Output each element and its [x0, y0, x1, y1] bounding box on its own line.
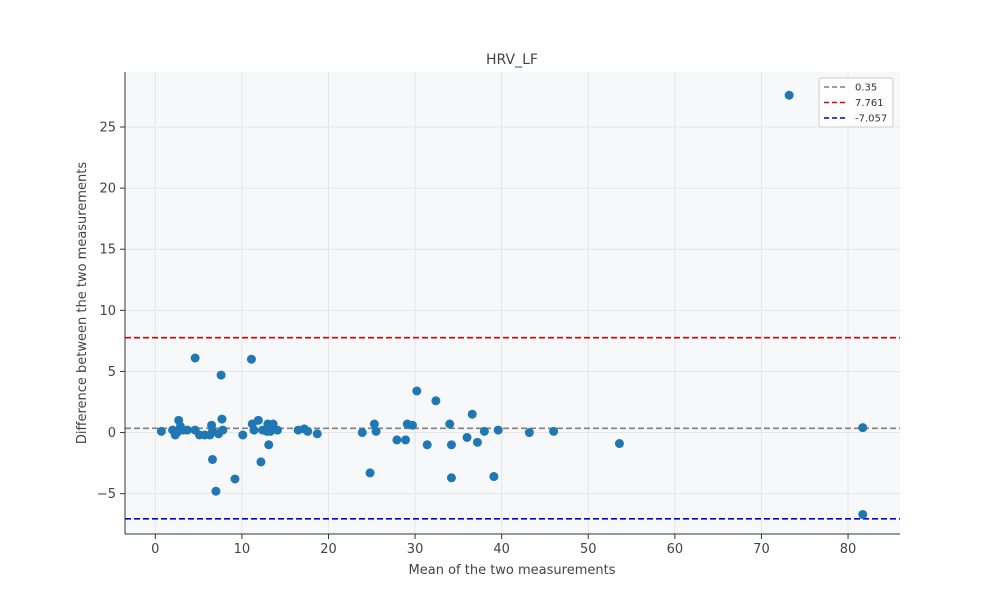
data-point — [207, 454, 217, 464]
legend-label: 0.35 — [855, 83, 877, 94]
y-tick-label: 10 — [99, 304, 116, 319]
data-point — [211, 486, 221, 496]
x-tick-label: 30 — [407, 542, 424, 557]
data-point — [549, 426, 559, 436]
plot-background — [125, 72, 900, 534]
data-point — [431, 396, 441, 406]
data-point — [264, 440, 274, 450]
data-point — [256, 457, 266, 467]
x-tick-label: 70 — [753, 542, 770, 557]
data-point — [479, 426, 489, 436]
legend-label: -7.057 — [855, 114, 887, 125]
legend-box — [818, 77, 894, 128]
x-tick-label: 40 — [493, 542, 510, 557]
data-points — [156, 90, 868, 519]
data-point — [369, 419, 379, 429]
data-point — [190, 353, 200, 363]
legend-label: 7.761 — [855, 98, 884, 109]
data-point — [265, 426, 275, 436]
data-point — [217, 414, 227, 424]
x-tick-label: 0 — [151, 542, 159, 557]
data-point — [182, 425, 192, 435]
data-point — [371, 426, 381, 436]
data-point — [462, 432, 472, 442]
data-point — [614, 439, 624, 449]
data-point — [445, 419, 455, 429]
data-point — [238, 430, 248, 440]
data-point — [524, 428, 534, 438]
data-point — [156, 426, 166, 436]
data-point — [472, 437, 482, 447]
data-point — [230, 474, 240, 484]
x-tick-label: 50 — [580, 542, 597, 557]
data-point — [489, 472, 499, 482]
chart-title: HRV_LF — [486, 52, 538, 68]
data-point — [784, 90, 794, 100]
data-point — [407, 420, 417, 430]
data-point — [365, 468, 375, 478]
data-point — [272, 425, 282, 435]
data-point — [467, 409, 477, 419]
y-axis-label: Difference between the two measurements — [75, 162, 90, 444]
data-point — [858, 509, 868, 519]
data-point — [401, 435, 411, 445]
data-point — [312, 429, 322, 439]
legend: 0.35 7.761 -7.057 — [818, 77, 894, 128]
data-point — [412, 386, 422, 396]
data-point — [303, 426, 313, 436]
y-tick-label: 0 — [108, 426, 116, 441]
data-point — [246, 354, 256, 364]
data-point — [253, 415, 263, 425]
y-tick-label: −5 — [97, 487, 116, 502]
data-point — [422, 440, 432, 450]
x-axis-label: Mean of the two measurements — [409, 563, 616, 578]
data-point — [858, 423, 868, 433]
data-point — [216, 370, 226, 380]
data-point — [218, 425, 228, 435]
x-tick-label: 80 — [840, 542, 857, 557]
data-point — [446, 440, 456, 450]
data-point — [446, 473, 456, 483]
data-point — [357, 428, 367, 438]
x-tick-label: 20 — [320, 542, 337, 557]
data-point — [249, 425, 259, 435]
y-tick-label: 15 — [99, 243, 116, 258]
y-tick-label: 20 — [99, 182, 116, 197]
data-point — [493, 425, 503, 435]
x-tick-label: 10 — [234, 542, 251, 557]
data-point — [392, 435, 402, 445]
x-tick-label: 60 — [667, 542, 684, 557]
x-axis-ticks: 0 10 20 30 40 50 60 70 80 — [151, 534, 856, 557]
y-axis-ticks: −5 0 5 10 15 20 25 — [97, 121, 125, 502]
y-tick-label: 5 — [108, 365, 116, 380]
y-tick-label: 25 — [99, 121, 116, 136]
